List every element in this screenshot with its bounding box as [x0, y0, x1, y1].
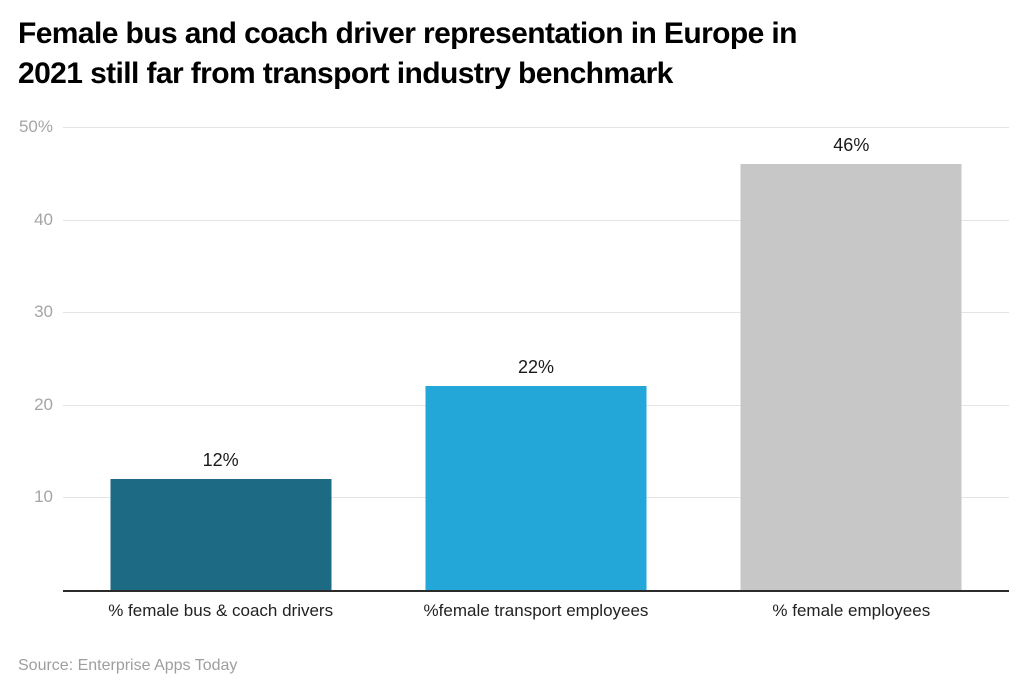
value-label: 12% — [202, 450, 239, 470]
category-label: % female employees — [772, 601, 931, 620]
category-label: %female transport employees — [423, 601, 649, 620]
bar-group-3: 46% % female employees — [694, 127, 1009, 620]
bar-1 — [110, 479, 332, 590]
bar-2 — [425, 386, 647, 590]
chart-title-line1: Female bus and coach driver representati… — [18, 17, 797, 50]
y-tick-label: 50% — [18, 117, 53, 136]
y-tick-label: 30 — [34, 302, 53, 321]
gridline — [63, 127, 1009, 128]
bar-group-2: 22% %female transport employees — [378, 127, 693, 620]
bar-3 — [740, 164, 962, 590]
gridline — [63, 312, 1009, 313]
y-tick-label: 20 — [34, 395, 53, 414]
y-tick-label: 40 — [34, 210, 53, 229]
chart-title-line2: 2021 still far from transport industry b… — [18, 57, 673, 90]
value-label: 46% — [833, 135, 870, 155]
bar-group-1: 12% % female bus & coach drivers — [63, 127, 378, 620]
category-label: % female bus & coach drivers — [108, 601, 334, 620]
x-axis-line — [63, 590, 1009, 592]
value-label: 22% — [517, 357, 554, 377]
y-tick-label: 10 — [34, 487, 53, 506]
chart-title: Female bus and coach driver representati… — [18, 14, 1010, 94]
y-axis: 50% 40 30 20 10 — [0, 117, 53, 590]
gridline — [63, 220, 1009, 221]
plot-area: 12% % female bus & coach drivers 22% %femal… — [63, 127, 1009, 620]
source-note: Source: Enterprise Apps Today — [18, 657, 238, 674]
